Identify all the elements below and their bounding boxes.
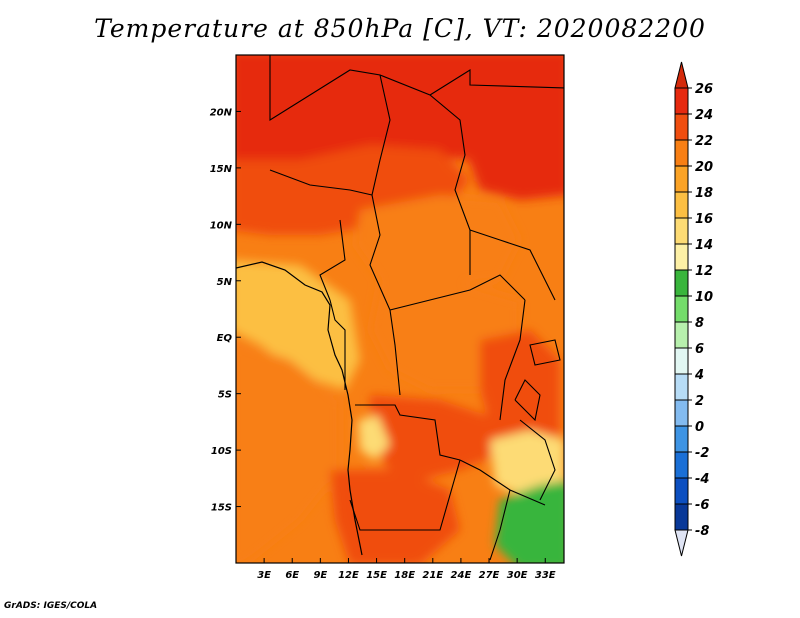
- map-frame: [235, 54, 565, 564]
- colorbar-label: 18: [695, 186, 713, 201]
- colorbar-segment: [674, 399, 689, 427]
- colorbar-label: 14: [695, 238, 713, 253]
- border-libya-egypt: [429, 69, 564, 96]
- lake-tanganyika: [514, 379, 541, 422]
- colorbar-segment: [674, 451, 689, 479]
- colorbar-label: 26: [695, 82, 713, 97]
- atlantic-coastline: [236, 261, 363, 556]
- figure-title: Temperature at 850hPa [C], VT: 202008220…: [94, 14, 706, 43]
- colorbar-label: 24: [695, 108, 713, 123]
- lon-tick-label: 18E: [394, 570, 415, 581]
- region-atlantic-southwest: [236, 342, 340, 563]
- colorbar-segment: [674, 269, 689, 297]
- colorbar-label: -6: [695, 498, 709, 513]
- lat-tick-label: 5N: [217, 277, 233, 288]
- lon-tick-label: 9E: [313, 570, 327, 581]
- region-malawi-cool: [490, 430, 564, 500]
- colorbar-segment: [674, 139, 689, 167]
- region-kalahari-hot: [330, 470, 460, 563]
- colorbar-label: -2: [695, 446, 709, 461]
- colorbar-label: -4: [695, 472, 709, 487]
- longitude-axis: 3E 6E 9E 12E 15E 18E 21E 24E 27E 30E 33E: [257, 558, 556, 581]
- colorbar-label: 16: [695, 212, 713, 227]
- lat-tick-label: 15N: [210, 164, 233, 175]
- lat-tick-label: 20N: [210, 107, 233, 118]
- lon-tick-label: 6E: [285, 570, 299, 581]
- lon-tick-label: 21E: [422, 570, 443, 581]
- lat-tick-label: EQ: [217, 333, 233, 344]
- colorbar-label: -8: [695, 524, 709, 539]
- lon-tick-label: 12E: [338, 570, 359, 581]
- lon-tick-label: 33E: [535, 570, 556, 581]
- colorbar-segment: [674, 217, 689, 245]
- colorbar-segment: [674, 503, 689, 531]
- colorbar-label: 12: [695, 264, 713, 279]
- colorbar-label: 0: [695, 420, 704, 435]
- lake-victoria: [529, 339, 561, 366]
- border-south-sudan: [469, 229, 556, 301]
- region-angola-highland-cool: [358, 415, 390, 460]
- colorbar-segment: [674, 191, 689, 219]
- colorbar-segment: [674, 165, 689, 193]
- border-car-drc: [389, 274, 526, 311]
- lat-tick-label: 10N: [210, 220, 233, 231]
- lon-tick-label: 24E: [451, 570, 472, 581]
- colorbar-label: 2: [695, 394, 704, 409]
- grads-credit: GrADS: IGES/COLA: [4, 601, 98, 611]
- temperature-field: [236, 55, 564, 563]
- colorbar-label: 22: [695, 134, 713, 149]
- colorbar-under-arrow: [674, 529, 689, 557]
- colorbar-segment: [674, 113, 689, 141]
- colorbar-segment: [674, 477, 689, 505]
- colorbar-segment: [674, 425, 689, 453]
- colorbar-segment: [674, 87, 689, 115]
- region-central-high: [355, 195, 520, 285]
- colorbar-segment: [674, 347, 689, 375]
- region-north-east-hot: [465, 80, 564, 200]
- border-gabon-congo: [329, 299, 346, 390]
- lon-tick-label: 3E: [257, 570, 271, 581]
- lat-tick-label: 5S: [218, 390, 232, 401]
- colorbar-segment: [674, 243, 689, 271]
- lon-tick-label: 30E: [507, 570, 528, 581]
- region-gabon-coast-cool: [236, 260, 360, 390]
- region-mozambique-green: [495, 481, 564, 563]
- border-zambia-zimbabwe: [459, 459, 546, 506]
- border-malawi: [519, 419, 556, 501]
- colorbar-label: 10: [695, 290, 713, 305]
- border-nigeria-cameroon: [319, 219, 346, 301]
- border-angola-north: [355, 404, 461, 461]
- lon-tick-label: 15E: [366, 570, 387, 581]
- country-borders: [269, 55, 564, 561]
- colorbar-label: 4: [694, 368, 704, 383]
- lat-tick-label: 15S: [211, 503, 232, 514]
- lat-tick-label: 10S: [211, 446, 232, 457]
- colorbar-label: 20: [695, 160, 713, 175]
- border-cameroon-car: [369, 194, 401, 396]
- latitude-axis: 20N 15N 10N 5N EQ 5S 10S 15S: [210, 107, 241, 514]
- colorbar-segment: [674, 373, 689, 401]
- lon-tick-label: 27E: [479, 570, 500, 581]
- border-drc-east: [499, 299, 526, 421]
- colorbar-label: 6: [695, 342, 704, 357]
- border-niger-nigeria: [269, 169, 373, 196]
- colorbar-over-arrow: [674, 61, 689, 89]
- colorbar-label: 8: [695, 316, 704, 331]
- border-angola-namibia: [349, 459, 461, 531]
- colorbar-segment: [674, 321, 689, 349]
- colorbar-segment: [674, 295, 689, 323]
- border-botswana: [489, 489, 511, 561]
